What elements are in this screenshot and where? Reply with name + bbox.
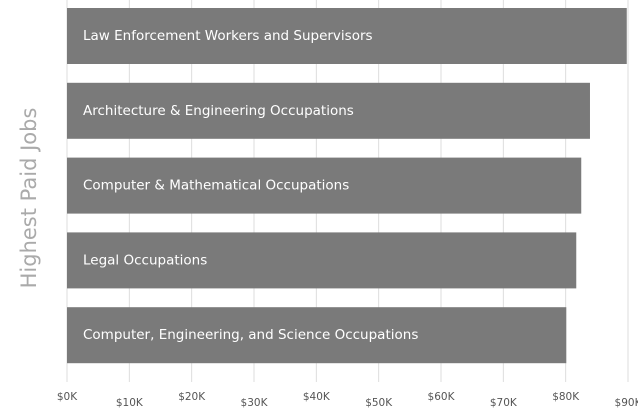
x-tick-label: $50K bbox=[365, 397, 393, 408]
x-tick-label: $70K bbox=[490, 397, 518, 408]
bar-label: Law Enforcement Workers and Supervisors bbox=[83, 28, 373, 44]
bar bbox=[67, 157, 582, 214]
bar-label: Computer & Mathematical Occupations bbox=[83, 178, 349, 194]
x-tick-label: $0K bbox=[57, 391, 78, 403]
bar bbox=[67, 232, 577, 289]
bar bbox=[67, 82, 590, 139]
x-tick-label: $10K bbox=[116, 397, 144, 408]
x-tick-label: $90K bbox=[615, 397, 638, 408]
x-tick-label: $20K bbox=[178, 391, 206, 403]
x-tick-label: $30K bbox=[241, 397, 269, 408]
bar-label: Legal Occupations bbox=[83, 252, 207, 268]
bar-label: Computer, Engineering, and Science Occup… bbox=[83, 327, 418, 343]
x-tick-label: $80K bbox=[552, 391, 580, 403]
y-axis-label: Highest Paid Jobs bbox=[17, 108, 41, 289]
x-tick-label: $40K bbox=[303, 391, 331, 403]
bar-label: Architecture & Engineering Occupations bbox=[83, 103, 354, 119]
x-tick-label: $60K bbox=[428, 391, 456, 403]
bar bbox=[67, 8, 627, 64]
bar bbox=[67, 307, 567, 364]
